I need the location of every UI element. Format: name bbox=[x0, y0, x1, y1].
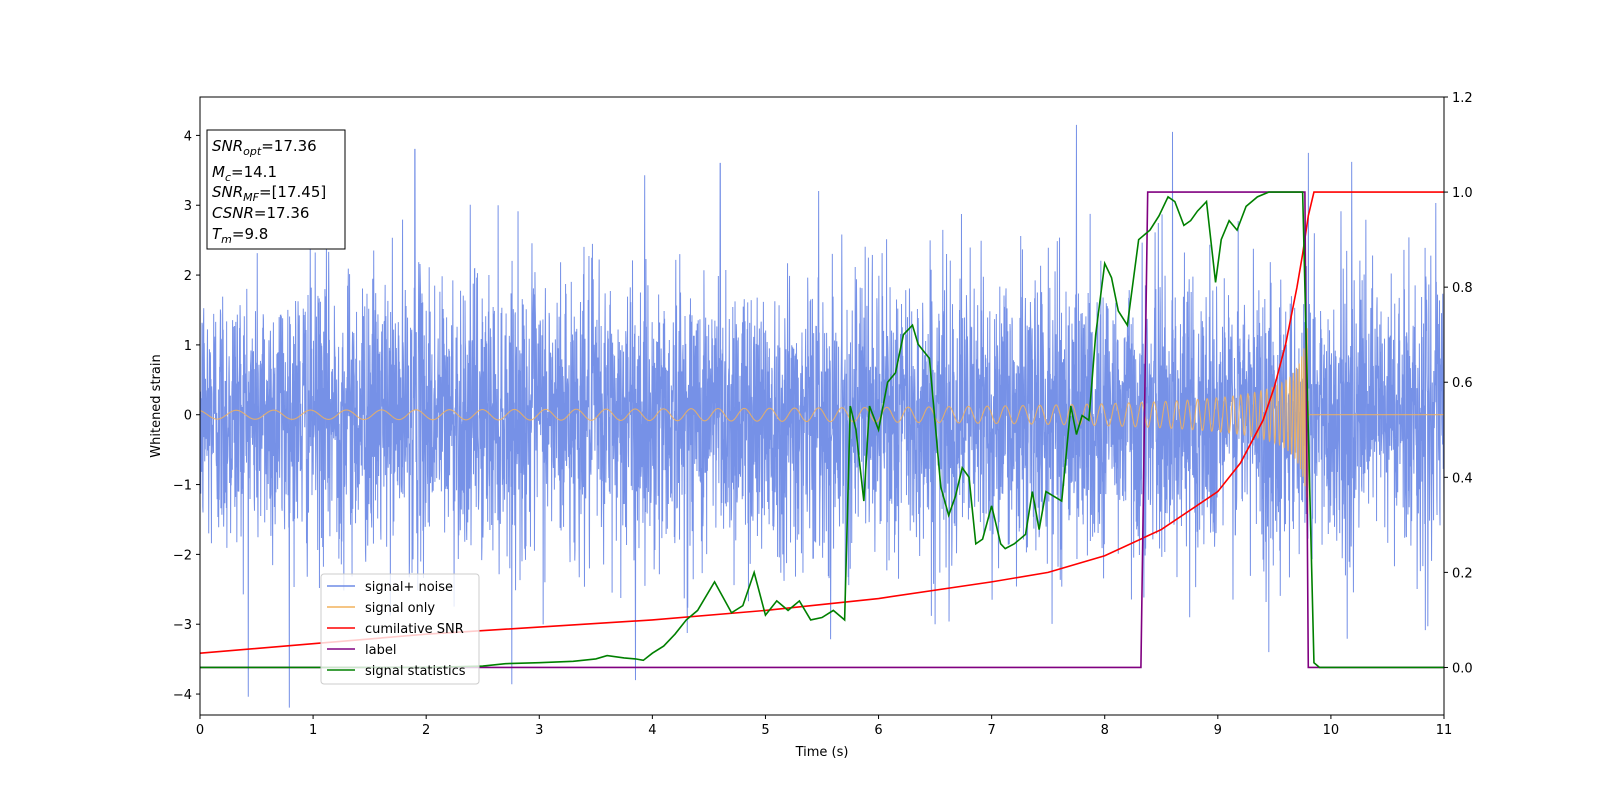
series-cumulative-snr bbox=[200, 191, 1444, 654]
y2-tick-label: 1.2 bbox=[1452, 91, 1473, 106]
legend-frame bbox=[320, 573, 480, 685]
y2-tick-label: 0.0 bbox=[1452, 661, 1473, 676]
y2-tick-label: 0.4 bbox=[1452, 471, 1473, 486]
x-tick-label: 11 bbox=[1436, 723, 1453, 738]
y-tick-label: 1 bbox=[184, 339, 192, 354]
legend-label-cumulative-snr: cumilative SNR bbox=[365, 622, 464, 637]
annotation-mc: Mc=14.1 bbox=[212, 163, 277, 184]
x-tick-label: 0 bbox=[196, 723, 204, 738]
x-tick-label: 7 bbox=[987, 723, 995, 738]
y2-axis-ticks: 0.0 0.2 0.4 0.6 0.8 1.0 1.2 bbox=[1444, 91, 1473, 676]
legend-label-signal-only: signal only bbox=[365, 601, 435, 616]
legend-item-cumulative-snr: cumilative SNR bbox=[327, 622, 464, 637]
annotation-snr-opt: SNRopt=17.36 bbox=[212, 137, 317, 158]
annotation-frame bbox=[206, 129, 346, 250]
x-axis-label: Time (s) bbox=[795, 745, 849, 760]
x-tick-label: 9 bbox=[1214, 723, 1222, 738]
legend-label-signal-noise: signal+ noise bbox=[365, 580, 453, 595]
legend-item-signal-only: signal only bbox=[327, 601, 435, 616]
x-tick-label: 3 bbox=[535, 723, 543, 738]
y-tick-label: 4 bbox=[184, 129, 192, 144]
y-axis-ticks: −4 −3 −2 −1 0 1 2 3 4 bbox=[173, 129, 200, 703]
annotation-tm: Tm=9.8 bbox=[212, 225, 268, 246]
y-tick-label: −4 bbox=[173, 688, 192, 703]
annotation-snr-mf: SNRMF=[17.45] bbox=[212, 183, 326, 204]
x-tick-label: 5 bbox=[761, 723, 769, 738]
y-axis-label: Whitened strain bbox=[149, 354, 164, 457]
y-tick-label: 2 bbox=[184, 269, 192, 284]
y-tick-label: −1 bbox=[173, 479, 192, 494]
legend-label-label: label bbox=[365, 643, 396, 658]
legend-label-signal-statistics: signal statistics bbox=[365, 664, 466, 679]
x-tick-label: 6 bbox=[874, 723, 882, 738]
x-tick-label: 1 bbox=[309, 723, 317, 738]
y2-tick-label: 0.6 bbox=[1452, 376, 1473, 391]
y-tick-label: 3 bbox=[184, 199, 192, 214]
series-signal-only bbox=[200, 328, 1444, 514]
series-layer bbox=[200, 124, 1444, 708]
legend-item-signal-noise: signal+ noise bbox=[327, 580, 453, 595]
x-tick-label: 8 bbox=[1101, 723, 1109, 738]
legend-item-signal-statistics: signal statistics bbox=[327, 664, 466, 679]
y-tick-label: −2 bbox=[173, 548, 192, 563]
x-tick-label: 10 bbox=[1323, 723, 1340, 738]
legend-item-label: label bbox=[327, 643, 396, 658]
plot-frame bbox=[199, 96, 1445, 716]
y2-tick-label: 0.2 bbox=[1452, 566, 1473, 581]
y2-tick-label: 1.0 bbox=[1452, 186, 1473, 201]
legend: signal+ noise signal only cumilative SNR… bbox=[320, 573, 480, 685]
x-tick-label: 4 bbox=[648, 723, 656, 738]
x-tick-label: 2 bbox=[422, 723, 430, 738]
y-tick-label: −3 bbox=[173, 618, 192, 633]
y-tick-label: 0 bbox=[184, 409, 192, 424]
y2-tick-label: 0.8 bbox=[1452, 281, 1473, 296]
series-signal-statistics bbox=[200, 191, 1444, 669]
x-axis-ticks: 0 1 2 3 4 5 6 7 8 9 10 11 bbox=[196, 715, 1452, 738]
annotation-box: SNRopt=17.36 Mc=14.1 SNRMF=[17.45] CSNR=… bbox=[206, 129, 346, 250]
annotation-csnr: CSNR=17.36 bbox=[212, 204, 309, 222]
series-signal-noise bbox=[200, 124, 1444, 708]
